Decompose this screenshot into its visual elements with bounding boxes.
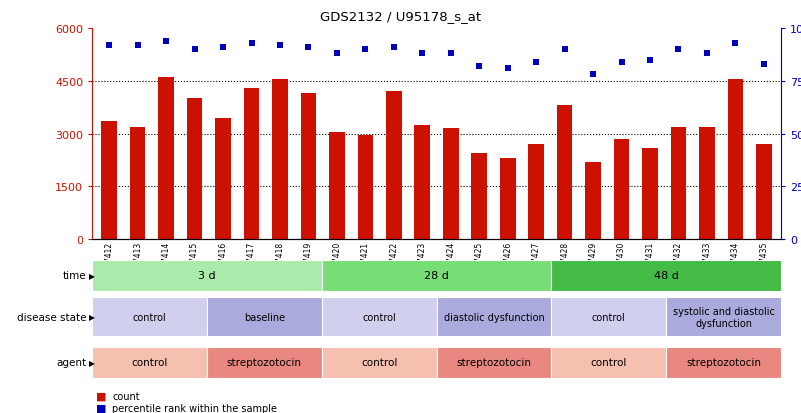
Bar [92, 347, 207, 378]
Text: ■: ■ [96, 391, 107, 401]
Bar [699, 127, 714, 240]
Point [216, 45, 229, 51]
Point [416, 51, 429, 57]
Bar [727, 80, 743, 240]
Bar [92, 260, 322, 291]
Bar [272, 80, 288, 240]
Text: disease state: disease state [17, 312, 87, 322]
Bar [756, 145, 771, 240]
Bar [551, 297, 666, 337]
Text: streptozotocin: streptozotocin [686, 357, 761, 368]
Point [529, 59, 542, 66]
Bar [472, 154, 487, 240]
Bar [159, 78, 174, 240]
Text: count: count [112, 391, 139, 401]
Text: 28 d: 28 d [424, 271, 449, 281]
Bar [357, 136, 373, 240]
Text: ■: ■ [96, 403, 107, 413]
Bar [215, 119, 231, 240]
Point [501, 66, 514, 72]
Text: GDS2132 / U95178_s_at: GDS2132 / U95178_s_at [320, 10, 481, 23]
Point [672, 47, 685, 53]
Text: baseline: baseline [244, 312, 285, 322]
Text: agent: agent [56, 357, 87, 368]
Point [188, 47, 201, 53]
Point [445, 51, 457, 57]
Text: control: control [590, 357, 627, 368]
Point [758, 62, 771, 68]
Point [331, 51, 344, 57]
Point [274, 43, 287, 49]
Point [302, 45, 315, 51]
Bar [322, 260, 551, 291]
Bar [300, 94, 316, 240]
Point [159, 38, 172, 45]
Text: diastolic dysfunction: diastolic dysfunction [444, 312, 545, 322]
Text: control: control [131, 357, 167, 368]
Bar [443, 129, 459, 240]
Bar [642, 148, 658, 240]
Bar [386, 92, 401, 240]
Text: 48 d: 48 d [654, 271, 678, 281]
Bar [130, 127, 146, 240]
Point [388, 45, 400, 51]
Point [729, 40, 742, 47]
Bar [557, 106, 573, 240]
Text: ▶: ▶ [89, 271, 95, 280]
Text: control: control [592, 312, 626, 322]
Bar [92, 297, 207, 337]
Bar [500, 159, 516, 240]
Bar [414, 126, 430, 240]
Point [586, 72, 599, 78]
Text: systolic and diastolic
dysfunction: systolic and diastolic dysfunction [673, 306, 775, 328]
Text: time: time [63, 271, 87, 281]
Point [359, 47, 372, 53]
Text: control: control [133, 312, 167, 322]
Point [701, 51, 714, 57]
Text: percentile rank within the sample: percentile rank within the sample [112, 403, 277, 413]
Text: ▶: ▶ [89, 313, 95, 321]
Bar [666, 297, 781, 337]
Bar [329, 133, 344, 240]
Bar [586, 162, 601, 240]
Bar [187, 99, 203, 240]
Bar [666, 347, 781, 378]
Bar [207, 297, 322, 337]
Bar [529, 145, 544, 240]
Bar [551, 347, 666, 378]
Bar [322, 297, 437, 337]
Text: 3 d: 3 d [198, 271, 215, 281]
Text: control: control [362, 312, 396, 322]
Point [103, 43, 115, 49]
Text: streptozotocin: streptozotocin [227, 357, 302, 368]
Point [644, 57, 657, 64]
Point [615, 59, 628, 66]
Point [473, 64, 485, 70]
Point [131, 43, 144, 49]
Text: streptozotocin: streptozotocin [457, 357, 531, 368]
Text: ▶: ▶ [89, 358, 95, 367]
Bar [102, 122, 117, 240]
Text: control: control [361, 357, 397, 368]
Bar [437, 347, 551, 378]
Bar [244, 89, 260, 240]
Bar [614, 140, 630, 240]
Bar [551, 260, 781, 291]
Bar [670, 127, 686, 240]
Point [558, 47, 571, 53]
Bar [322, 347, 437, 378]
Bar [437, 297, 551, 337]
Bar [207, 347, 322, 378]
Point [245, 40, 258, 47]
